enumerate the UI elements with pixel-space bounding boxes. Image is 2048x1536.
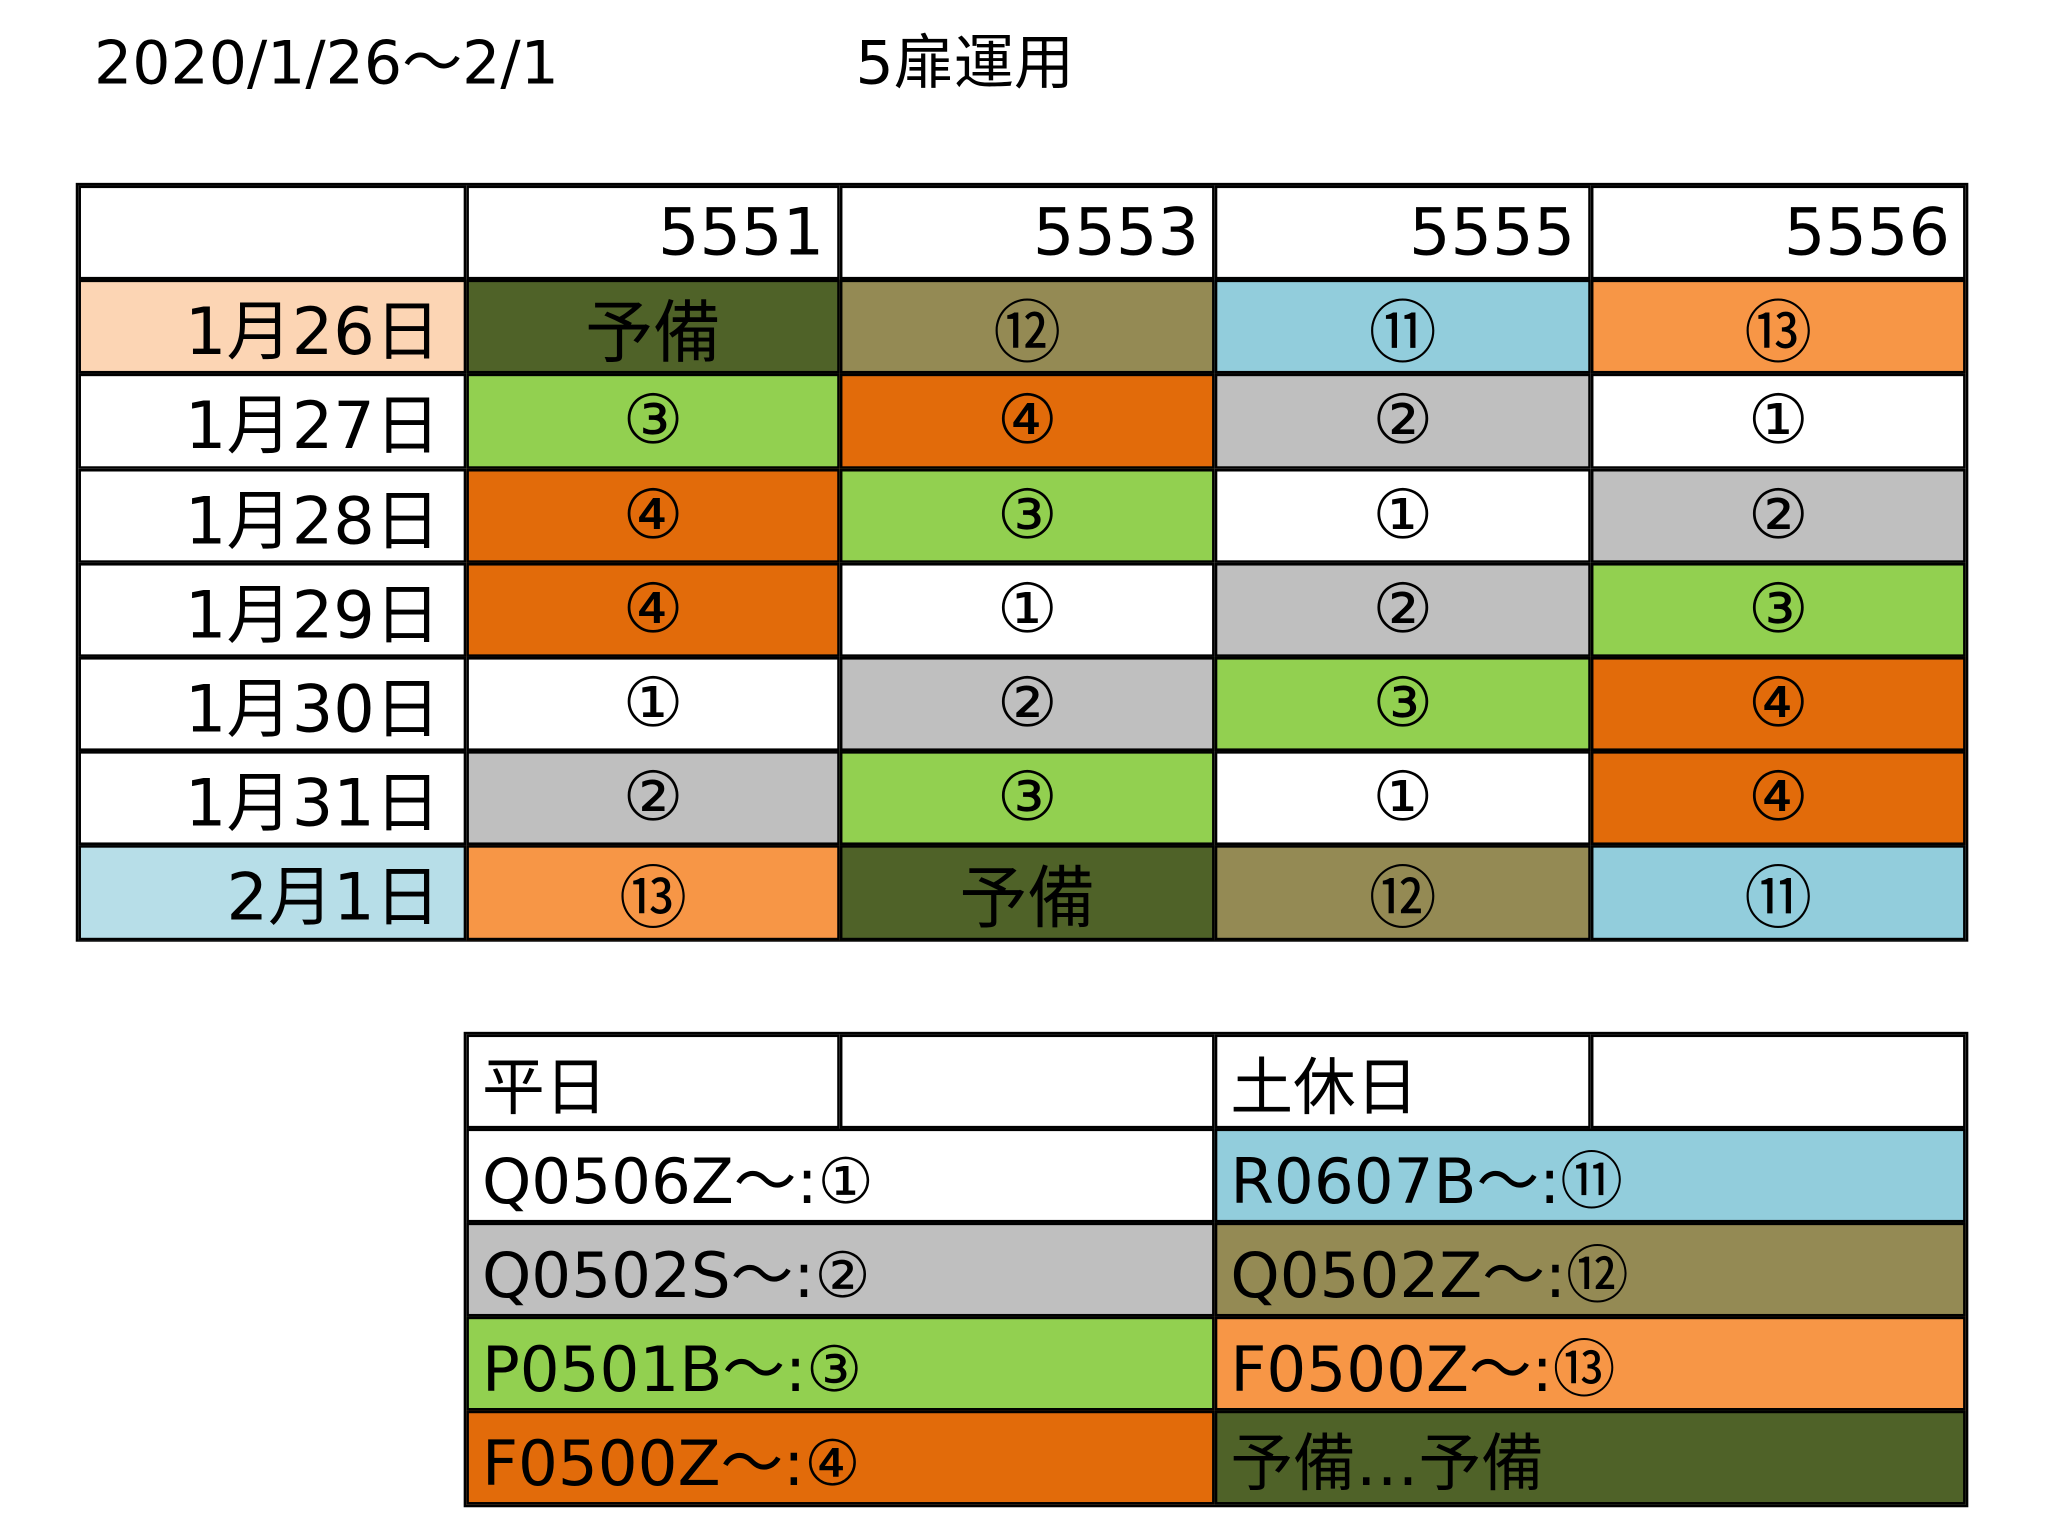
legend-item: Q0502S～:② (466, 1222, 1215, 1317)
assignment-cell: ⑪ (1590, 845, 1966, 940)
legend-header-blank (1590, 1034, 1966, 1129)
date-cell: 1月28日 (78, 468, 467, 563)
assignment-cell: ⑪ (1214, 279, 1591, 375)
column-header: 5553 (839, 185, 1215, 280)
assignment-cell: ④ (466, 468, 840, 563)
corner-cell (78, 185, 467, 280)
assignment-cell: ② (1590, 468, 1966, 563)
date-cell: 1月26日 (78, 279, 467, 375)
assignment-cell: ① (839, 562, 1215, 657)
legend-item: 予備…予備 (1214, 1410, 1966, 1505)
legend-header-blank (839, 1034, 1215, 1129)
assignment-cell: ② (1214, 374, 1591, 469)
assignment-cell: ③ (1214, 656, 1591, 752)
legend-item: F0500Z～:⑬ (1214, 1316, 1966, 1411)
assignment-cell: 予備 (839, 845, 1215, 940)
column-header: 5555 (1214, 185, 1591, 280)
legend-frame (463, 1031, 1969, 1508)
subtitle: 5扉運用 (855, 27, 1074, 98)
assignment-cell: ④ (466, 562, 840, 657)
assignment-cell: ② (1214, 562, 1591, 657)
assignment-cell: ⑬ (466, 845, 840, 940)
assignment-cell: 予備 (466, 279, 840, 375)
legend-item: F0500Z～:④ (466, 1410, 1215, 1505)
schedule-frame (75, 182, 1969, 942)
assignment-cell: ③ (1590, 562, 1966, 657)
assignment-cell: ① (1214, 751, 1591, 846)
date-cell: 2月1日 (78, 845, 467, 940)
column-header: 5551 (466, 185, 840, 280)
column-header: 5556 (1590, 185, 1966, 280)
assignment-cell: ④ (839, 374, 1215, 469)
assignment-cell: ③ (839, 751, 1215, 846)
assignment-cell: ④ (1590, 656, 1966, 752)
assignment-cell: ③ (466, 374, 840, 469)
legend-header: 平日 (466, 1034, 840, 1129)
assignment-cell: ② (839, 656, 1215, 752)
title: 2020/1/26～2/1 (94, 27, 559, 98)
date-cell: 1月31日 (78, 751, 467, 846)
assignment-cell: ② (466, 751, 840, 846)
assignment-cell: ① (1214, 468, 1591, 563)
assignment-cell: ① (1590, 374, 1966, 469)
legend-item: Q0506Z～:① (466, 1128, 1215, 1223)
date-cell: 1月30日 (78, 656, 467, 752)
assignment-cell: ⑬ (1590, 279, 1966, 375)
date-cell: 1月29日 (78, 562, 467, 657)
date-cell: 1月27日 (78, 374, 467, 469)
legend-item: P0501B～:③ (466, 1316, 1215, 1411)
legend-item: Q0502Z～:⑫ (1214, 1222, 1966, 1317)
assignment-cell: ③ (839, 468, 1215, 563)
legend-header: 土休日 (1214, 1034, 1591, 1129)
legend-item: R0607B～:⑪ (1214, 1128, 1966, 1223)
assignment-cell: ⑫ (1214, 845, 1591, 940)
assignment-cell: ① (466, 656, 840, 752)
assignment-cell: ④ (1590, 751, 1966, 846)
assignment-cell: ⑫ (839, 279, 1215, 375)
